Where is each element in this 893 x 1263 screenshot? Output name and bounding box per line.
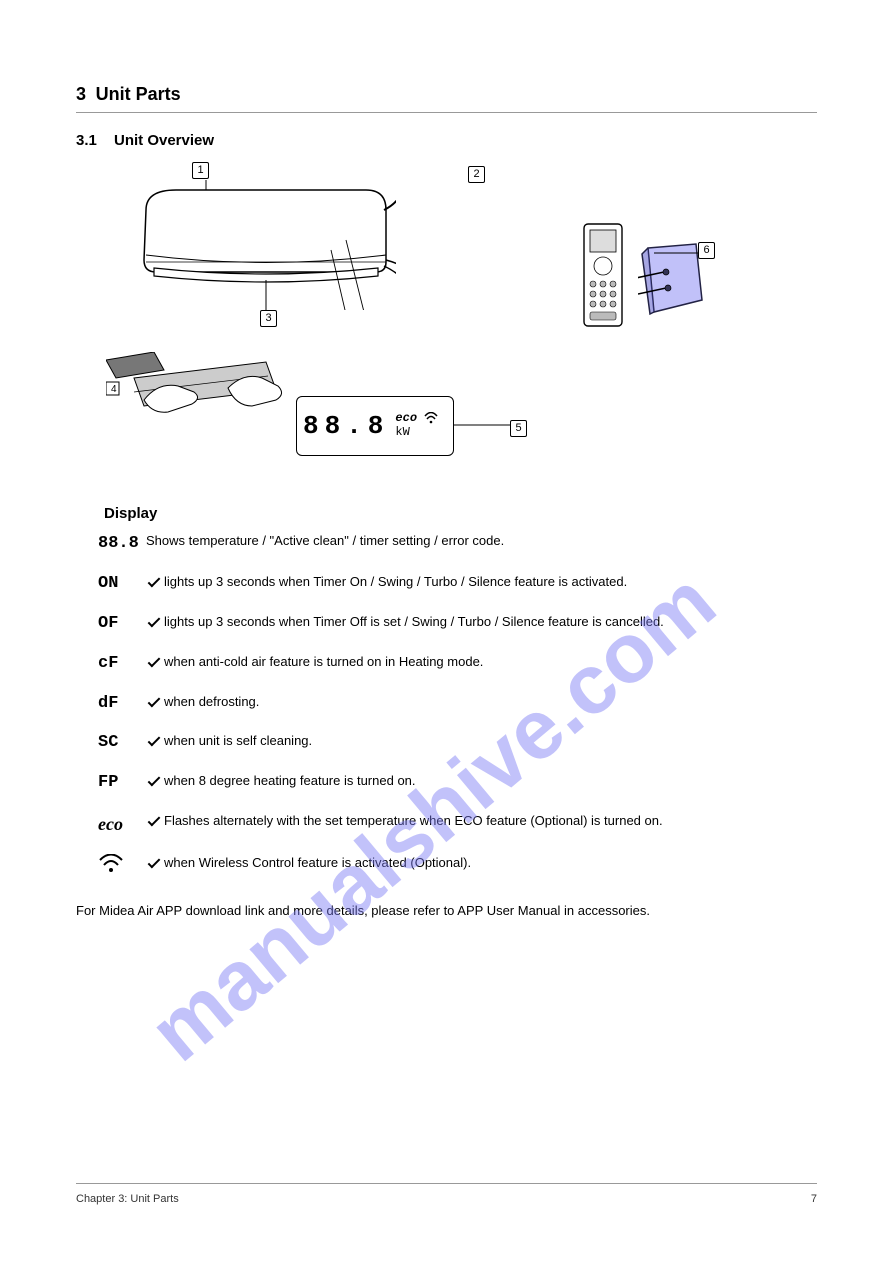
section-heading: 3.1 Unit Overview: [76, 131, 817, 151]
midea-app-note: For Midea Air APP download link and more…: [76, 902, 817, 920]
callout-3: 3: [260, 310, 277, 327]
wifi-icon: [98, 854, 124, 874]
overview-figure: 1 2 3 5 6 4 88.8 eco: [76, 162, 817, 502]
desc-of: lights up 3 seconds when Timer Off is se…: [146, 612, 817, 636]
header-divider: [76, 112, 817, 113]
sym-wifi: [98, 853, 146, 874]
lcd-eco-icon: eco: [395, 411, 417, 425]
ac-unit-drawing: [136, 180, 396, 310]
callout-1: 1: [192, 162, 209, 179]
check-icon: [146, 692, 160, 706]
svg-text:4: 4: [111, 384, 117, 395]
check-icon: [146, 612, 160, 626]
remote-drawing: [580, 222, 626, 330]
section-number: 3.1: [76, 131, 104, 151]
footer-chapter: Chapter 3: Unit Parts: [76, 1192, 179, 1207]
sym-of: OF: [98, 612, 146, 636]
sym-fp: FP: [98, 771, 146, 795]
callout-2: 2: [468, 166, 485, 183]
filter-drawing: 4: [106, 352, 296, 442]
display-codes-table: 88.8 Shows temperature / "Active clean" …: [98, 532, 817, 874]
desc-fp: when 8 degree heating feature is turned …: [146, 771, 817, 795]
desc-digits: Shows temperature / "Active clean" / tim…: [146, 532, 817, 556]
section-title: Unit Overview: [114, 131, 214, 151]
desc-sc: when unit is self cleaning.: [146, 731, 817, 755]
sym-eco: eco: [98, 811, 146, 836]
page-footer: Chapter 3: Unit Parts 7: [76, 1183, 817, 1207]
footer-page-number: 7: [811, 1192, 817, 1207]
callout-5: 5: [510, 420, 527, 437]
sym-sc: SC: [98, 731, 146, 755]
chapter-heading: 3 Unit Parts: [76, 82, 817, 106]
lcd-kw-label: kW: [395, 425, 409, 439]
check-icon: [146, 811, 160, 825]
check-icon: [146, 853, 160, 867]
sym-digits: 88.8: [98, 532, 146, 556]
display-subheading: Display: [104, 504, 817, 524]
check-icon: [146, 572, 160, 586]
check-icon: [146, 771, 160, 785]
lcd-digits: 88.8: [303, 413, 389, 439]
desc-wifi: when Wireless Control feature is activat…: [146, 853, 817, 874]
sym-cf: cF: [98, 652, 146, 676]
chapter-number: 3: [76, 84, 86, 104]
remote-leader-line: [654, 252, 698, 254]
sym-on: ON: [98, 572, 146, 596]
check-icon: [146, 652, 160, 666]
lcd-wifi-icon: [424, 412, 438, 424]
chapter-title: Unit Parts: [90, 84, 181, 104]
desc-cf: when anti-cold air feature is turned on …: [146, 652, 817, 676]
desc-df: when defrosting.: [146, 692, 817, 716]
desc-on: lights up 3 seconds when Timer On / Swin…: [146, 572, 817, 596]
lcd-leader-line: [454, 424, 510, 426]
lcd-display-sample: 88.8 eco kW: [296, 396, 454, 456]
desc-eco: Flashes alternately with the set tempera…: [146, 811, 817, 836]
check-icon: [146, 731, 160, 745]
sym-df: dF: [98, 692, 146, 716]
